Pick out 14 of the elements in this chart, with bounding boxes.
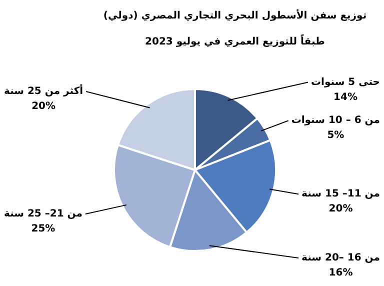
chart-subtitle: طبقاً للتوزيع العمري في يوليو 2023 (145, 33, 325, 48)
chart-title: توزيع سفن الأسطول البحري التجاري المصري (دولي) (103, 8, 367, 22)
slice-label: حتى 5 سنوات (310, 76, 380, 88)
slice-label: أكثر من 25 سنة (4, 84, 84, 98)
data-label: 16% (328, 268, 353, 279)
data-label: 5% (327, 130, 344, 142)
data-label: 20% (32, 101, 56, 112)
slice-label: من 6 – 10 سنوات (291, 115, 380, 126)
data-label: 14% (334, 92, 358, 103)
slice-label: من 11– 15 سنة (302, 188, 380, 200)
data-label: 20% (328, 204, 353, 215)
data-label: 25% (31, 224, 56, 235)
slice-label: من 21– 25 سنة (4, 208, 82, 220)
slice-label: من 16 –20 سنة (302, 252, 380, 264)
